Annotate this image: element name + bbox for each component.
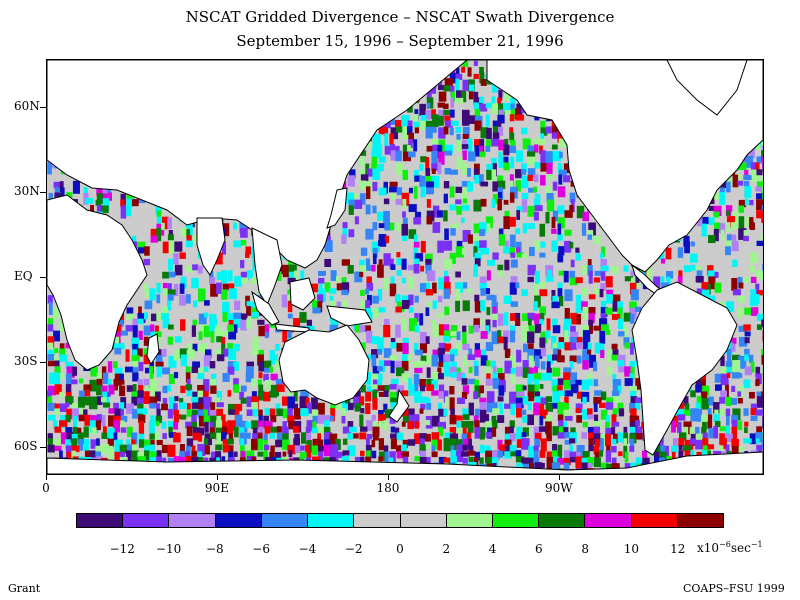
madagascar-island [146,333,160,365]
lat-label-60n: 60N [14,99,40,114]
colorbar-swatch [585,514,632,527]
colorbar-tick-label: −2 [344,542,363,556]
lon-label-90e: 90E [204,481,229,495]
colorbar-unit-label: x10−6sec−1 [697,540,763,555]
lat-label-30s: 30S [14,353,38,368]
japan-island [326,187,348,229]
colorbar-tick-label: −10 [155,542,182,556]
sumatra-island [251,290,280,326]
colorbar [76,513,724,528]
colorbar-swatch [492,514,540,527]
colorbar-tick-label: 12 [670,542,686,556]
land-mask [47,60,763,474]
colorbar-swatch [169,514,216,527]
chart-title-line2: September 15, 1996 – September 21, 1996 [236,32,564,50]
lat-label-eq: EQ [14,268,33,283]
lat-tick [40,276,46,278]
chart-title-line1: NSCAT Gridded Divergence – NSCAT Swath D… [185,8,615,26]
colorbar-swatch [261,514,309,527]
lat-label-60s: 60S [14,438,38,453]
colorbar-swatch [123,514,170,527]
colorbar-swatch [308,514,355,527]
borneo-island [289,277,316,311]
colorbar-swatch [354,514,401,527]
lon-tick [558,475,560,480]
colorbar-tick-label: 6 [535,542,543,556]
colorbar-tick-label: −4 [298,542,317,556]
lat-tick [40,361,46,363]
colorbar-tick-label: 8 [581,542,589,556]
colorbar-tick-label: 10 [623,542,640,556]
africa-landmass [47,194,148,371]
new-zealand-island [388,388,410,423]
colorbar-swatch [677,514,724,527]
lon-label-0: 0 [42,481,50,495]
lat-tick [40,107,46,109]
lon-label-180: 180 [376,481,400,495]
colorbar-swatch [215,514,262,527]
colorbar-swatch [400,514,447,527]
lon-tick [46,475,47,480]
colorbar-tick-label: −8 [205,542,224,556]
colorbar-tick-label: 2 [442,542,451,556]
south-america-landmass [631,281,738,456]
lon-tick [216,475,218,480]
footer-credit: COAPS–FSU 1999 [683,582,785,595]
lat-tick [40,192,46,193]
lon-label-90w: 90W [545,481,573,495]
footer-author: Grant [8,582,41,595]
lat-label-30n: 30N [14,184,40,198]
colorbar-swatch [446,514,493,527]
colorbar-swatch [539,514,586,527]
antarctica-landmass [47,451,763,474]
colorbar-tick-label: 4 [488,542,497,556]
colorbar-swatch [77,514,124,527]
colorbar-swatch [631,514,678,527]
india-landmass [196,217,226,276]
colorbar-tick-label: 0 [396,542,404,556]
map-panel [46,59,764,475]
colorbar-tick-label: −12 [109,542,135,556]
australia-landmass [278,324,370,406]
colorbar-tick-label: −6 [252,542,270,556]
indochina-landmass [251,227,283,307]
lat-tick [40,446,46,448]
new-guinea-island [326,305,373,327]
north-america-landmass [486,60,763,273]
greenland-landmass [666,60,748,116]
lon-tick [387,475,389,480]
divergence-map [47,60,763,474]
